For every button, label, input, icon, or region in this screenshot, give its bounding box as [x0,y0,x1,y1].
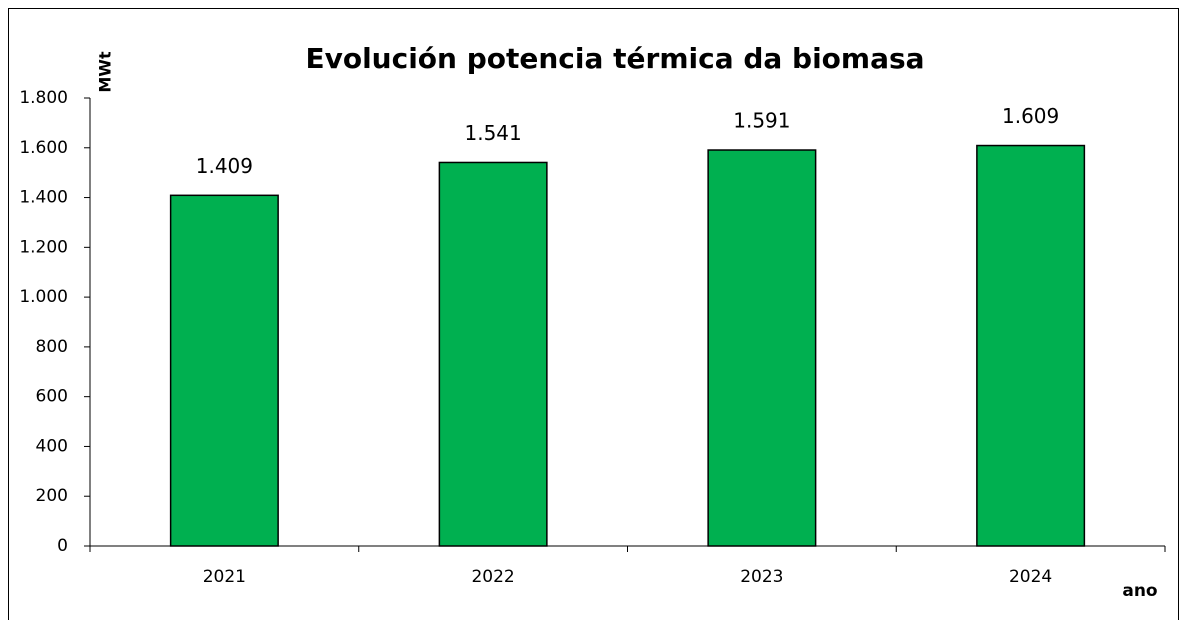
value-label: 1.609 [1002,104,1059,128]
value-label: 1.591 [733,109,790,133]
y-tick-label: 600 [36,387,68,407]
chart-title: Evolución potencia térmica da biomasa [305,42,924,75]
x-tick-label: 2021 [203,567,246,587]
value-label: 1.409 [196,154,253,178]
x-tick-label: 2024 [1009,567,1052,587]
y-tick-label: 1.800 [19,88,68,108]
y-tick-label: 0 [57,536,68,556]
y-tick-label: 400 [36,436,68,456]
bar [707,149,817,547]
x-tick-label: 2022 [471,567,514,587]
bar [438,161,548,547]
y-tick-label: 1.000 [19,287,68,307]
chart-border [8,8,1179,620]
y-tick-label: 1.400 [19,188,68,208]
y-tick-label: 800 [36,337,68,357]
bar [976,144,1086,547]
y-tick-label: 1.200 [19,237,68,257]
y-tick-label: 1.600 [19,138,68,158]
bar [169,194,279,547]
y-tick-label: 200 [36,486,68,506]
value-label: 1.541 [464,121,521,145]
x-axis-label: ano [1122,581,1157,601]
y-axis-label: MWt [96,51,115,93]
x-tick-label: 2023 [740,567,783,587]
